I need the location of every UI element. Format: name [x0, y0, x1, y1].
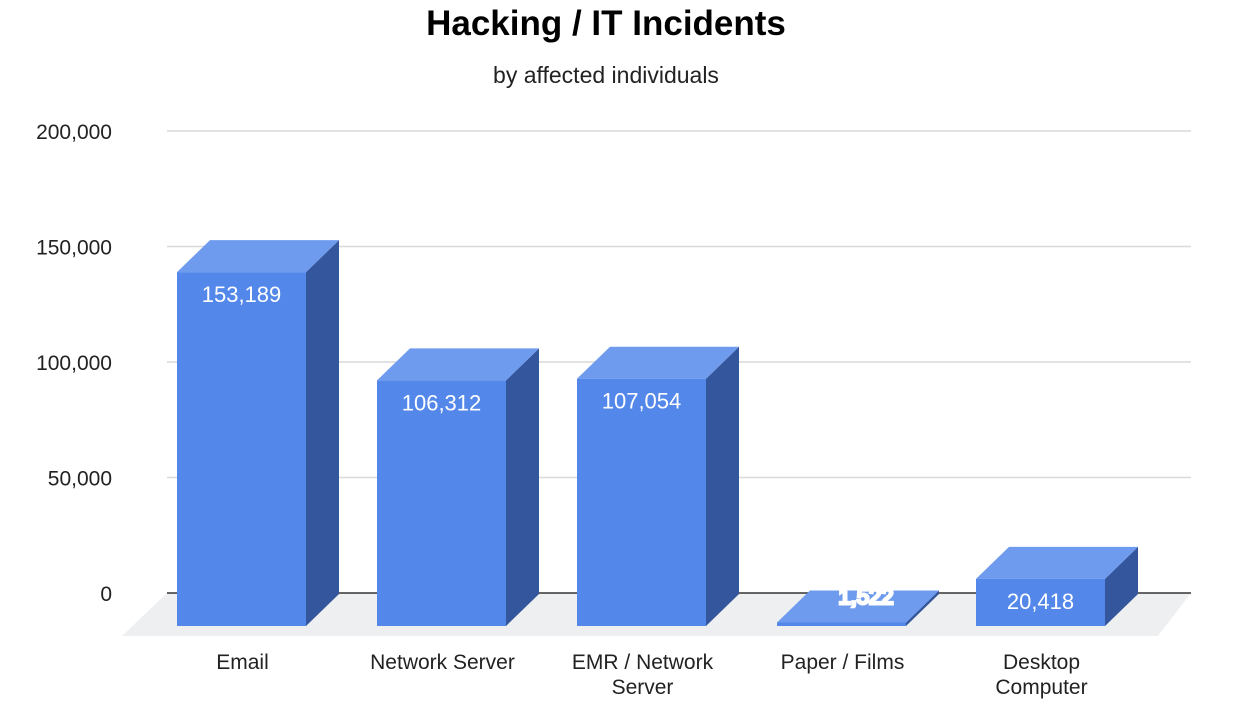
y-tick-label: 200,000: [36, 121, 112, 144]
x-category-label: Network Server: [370, 651, 515, 674]
bar-side-face: [706, 346, 739, 626]
bar-front-face: [177, 272, 306, 626]
y-tick-label: 50,000: [48, 468, 112, 491]
bar-value-label: 153,189: [202, 282, 282, 307]
bar-value-label: 107,054: [602, 389, 682, 414]
chart-subtitle: by affected individuals: [493, 62, 719, 88]
bar-value-label: 20,418: [1007, 589, 1074, 614]
chart-title: Hacking / IT Incidents: [426, 4, 786, 43]
x-category-label: Desktop: [1003, 651, 1080, 674]
x-category-label: Paper / Films: [781, 651, 905, 674]
bar-front-face: [577, 378, 706, 626]
y-tick-label: 0: [100, 583, 112, 606]
bar-front-face: [377, 380, 506, 626]
bar-side-face: [306, 240, 339, 626]
bar-side-face: [906, 590, 939, 626]
bar-top-face: [377, 348, 539, 381]
bar-top-face: [777, 590, 939, 623]
bar-value-label: 106,312: [402, 390, 482, 415]
bar-top-face: [177, 240, 339, 273]
bar-top-face: [577, 346, 739, 379]
bar-front-face: [777, 622, 906, 626]
y-tick-label: 150,000: [36, 237, 112, 260]
bar-front-face: [976, 578, 1105, 626]
y-tick-label: 100,000: [36, 352, 112, 375]
bar-side-face: [506, 348, 539, 626]
bar-value-label: 1,522: [838, 584, 893, 609]
x-category-label: Server: [612, 676, 674, 699]
bar-side-face: [1105, 546, 1138, 626]
x-category-label: Computer: [995, 676, 1087, 699]
x-category-label: Email: [216, 651, 269, 674]
bar-top-face: [976, 546, 1138, 579]
x-category-label: EMR / Network: [572, 651, 714, 674]
